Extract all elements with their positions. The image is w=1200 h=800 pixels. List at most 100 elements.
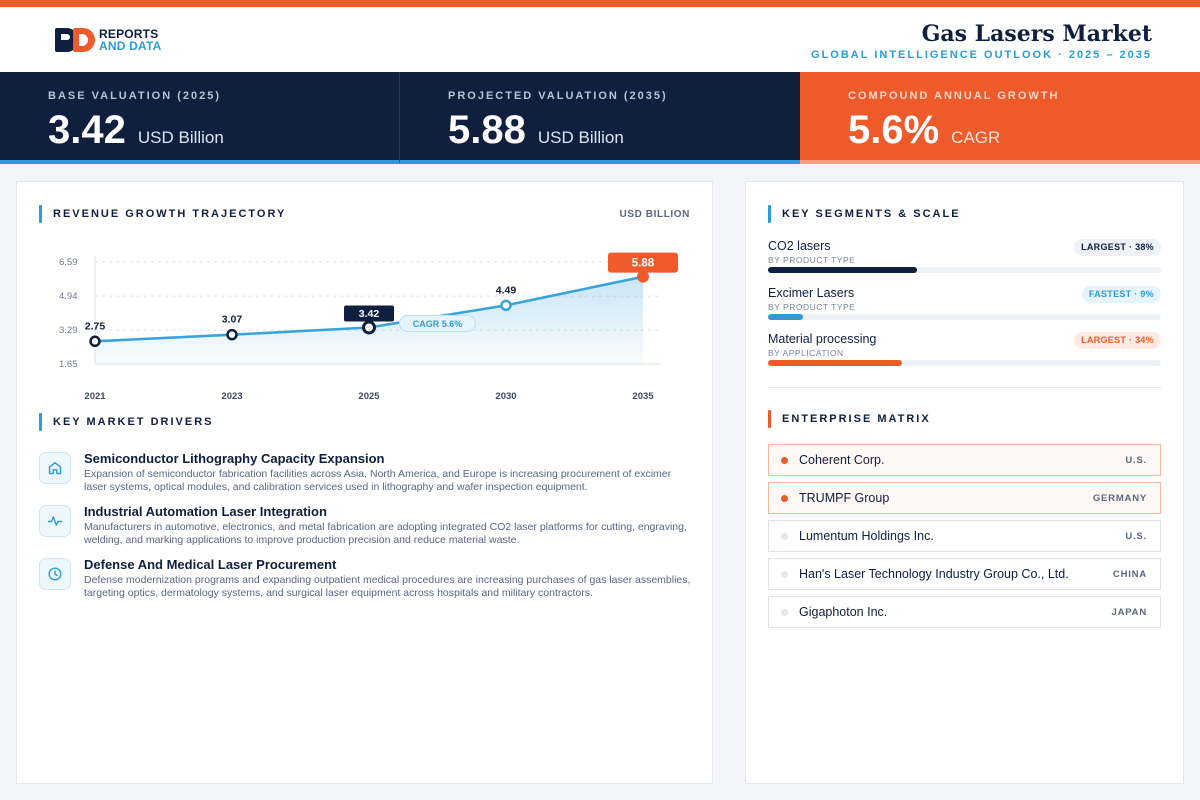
enterprise-name: Coherent Corp. (799, 453, 885, 467)
driver-description: Defense modernization programs and expan… (84, 574, 691, 599)
kpi-value: 5.6% (848, 108, 940, 152)
data-label-box (608, 252, 678, 273)
enterprise-row-trumpf[interactable]: TRUMPF Group GERMANY (768, 482, 1161, 514)
kpi-label: PROJECTED VALUATION (2035) (448, 90, 668, 102)
kpi-value: 5.88 (448, 108, 526, 152)
segment-name: Material processing (768, 332, 877, 346)
y-tick-label: 3.29 (59, 325, 78, 336)
y-tick-label: 1.65 (59, 359, 78, 370)
enterprise-country: JAPAN (1111, 607, 1147, 618)
data-point (500, 299, 512, 312)
driver-title: Semiconductor Lithography Capacity Expan… (84, 451, 385, 466)
rd-logo-icon (55, 28, 97, 52)
drivers-section-title: KEY MARKET DRIVERS (39, 413, 213, 431)
x-tick-label: 2035 (632, 391, 654, 402)
y-tick-label: 6.59 (59, 257, 78, 268)
segment-category: BY PRODUCT TYPE (768, 255, 856, 265)
segment-bar-fill (768, 267, 918, 273)
driver-description: Expansion of semiconductor fabrication f… (84, 468, 672, 493)
brand-line-2: AND DATA (99, 39, 162, 53)
kpi-strip: BASE VALUATION (2025) 3.42 USD Billion P… (0, 72, 1200, 164)
driver-item: Industrial Automation Laser Integration … (39, 501, 694, 554)
kpi-base-valuation: BASE VALUATION (2025) 3.42 USD Billion (0, 72, 400, 164)
driver-title: Defense And Medical Laser Procurement (84, 557, 337, 572)
header: REPORTS AND DATA Gas Lasers Market GLOBA… (0, 7, 1200, 72)
driver-description: Manufacturers in automotive, electronics… (84, 521, 687, 546)
cagr-label: CAGR 5.6% (413, 319, 463, 329)
units-label: USD BILLION (619, 209, 690, 220)
segment-bar-fill (768, 360, 902, 366)
kpi-label: BASE VALUATION (2025) (48, 90, 222, 102)
kpi-unit: USD Billion (537, 128, 624, 147)
activity-icon (39, 505, 71, 537)
status-dot (781, 609, 788, 616)
segment-category: BY APPLICATION (768, 348, 844, 358)
y-tick-label: 4.94 (59, 291, 78, 302)
page-title: Gas Lasers Market (921, 21, 1152, 47)
data-label-box (344, 305, 394, 322)
enterprise-country: U.S. (1125, 531, 1147, 542)
kpi-unit: USD Billion (137, 128, 224, 147)
kpi-label: COMPOUND ANNUAL GROWTH (848, 90, 1060, 102)
drivers-list: Semiconductor Lithography Capacity Expan… (39, 448, 694, 607)
enterprise-name: Gigaphoton Inc. (799, 605, 888, 619)
kpi-projected-valuation: PROJECTED VALUATION (2035) 5.88 USD Bill… (400, 72, 800, 164)
status-dot (781, 571, 788, 578)
segment-bar-track (768, 267, 1161, 273)
enterprise-row-gigaphoton[interactable]: Gigaphoton Inc. JAPAN (768, 596, 1161, 628)
home-icon (39, 452, 71, 484)
enterprise-name: Lumentum Holdings Inc. (799, 529, 934, 543)
segment-badge: LARGEST · 38% (1074, 239, 1161, 256)
segment-name: CO2 lasers (768, 239, 831, 253)
x-tick-label: 2021 (84, 391, 106, 402)
revenue-chart: 6.59 4.94 3.29 1.65 2021 2023 2025 2030 2035 CAGR… (59, 252, 678, 402)
brand-line-1: REPORTS (99, 27, 159, 41)
kpi-value: 3.42 (48, 108, 126, 152)
cagr-pill (399, 314, 476, 332)
segment-badge: LARGEST · 34% (1074, 332, 1161, 349)
enterprise-name: TRUMPF Group (799, 491, 890, 505)
enterprise-name: Han's Laser Technology Industry Group Co… (799, 567, 1069, 581)
data-point (637, 270, 649, 283)
kpi-cagr: COMPOUND ANNUAL GROWTH 5.6% CAGR (800, 72, 1200, 164)
segment-material-processing: Material processing BY APPLICATION LARGE… (768, 332, 1161, 366)
data-label: 2.75 (85, 320, 106, 332)
enterprise-row-coherent[interactable]: Coherent Corp. U.S. (768, 444, 1161, 476)
divider (768, 387, 1161, 388)
data-label: 4.49 (496, 284, 517, 296)
revenue-section-title: REVENUE GROWTH TRAJECTORY (39, 205, 286, 223)
kpi-unit: CAGR (951, 128, 1001, 147)
segments-section-title: KEY SEGMENTS & SCALE (768, 205, 961, 223)
data-point (226, 328, 238, 341)
data-label: 3.42 (359, 308, 380, 320)
driver-title: Industrial Automation Laser Integration (84, 504, 327, 519)
enterprise-row-hans-laser[interactable]: Han's Laser Technology Industry Group Co… (768, 558, 1161, 590)
segment-bar-track (768, 314, 1161, 320)
status-dot (781, 533, 788, 540)
data-point (362, 320, 376, 335)
data-point (89, 335, 101, 348)
segment-category: BY PRODUCT TYPE (768, 302, 856, 312)
segments-card: KEY SEGMENTS & SCALE CO2 lasers BY PRODU… (745, 181, 1184, 784)
status-dot (781, 457, 788, 464)
segment-bar-fill (768, 314, 804, 320)
segment-co2-lasers: CO2 lasers BY PRODUCT TYPE LARGEST · 38% (768, 239, 1161, 273)
driver-item: Semiconductor Lithography Capacity Expan… (39, 448, 694, 501)
x-tick-label: 2023 (221, 391, 242, 402)
segment-bar-track (768, 360, 1161, 366)
area-fill (95, 276, 643, 364)
enterprise-country: GERMANY (1092, 493, 1147, 504)
clock-icon (39, 558, 71, 590)
x-tick-label: 2030 (495, 391, 516, 402)
brand-logo[interactable]: REPORTS AND DATA (55, 27, 161, 53)
enterprise-section-title: ENTERPRISE MATRIX (768, 410, 931, 428)
enterprise-country: U.S. (1125, 455, 1147, 466)
status-dot (781, 495, 788, 502)
enterprise-row-lumentum[interactable]: Lumentum Holdings Inc. U.S. (768, 520, 1161, 552)
top-accent-bar (0, 0, 1200, 7)
driver-item: Defense And Medical Laser Procurement De… (39, 554, 694, 607)
x-tick-label: 2025 (358, 391, 380, 402)
page-subtitle: GLOBAL INTELLIGENCE OUTLOOK · 2025 – 203… (811, 49, 1152, 61)
market-overview-card: REVENUE GROWTH TRAJECTORY USD BILLION 6.… (16, 181, 713, 784)
segment-name: Excimer Lasers (768, 286, 855, 300)
